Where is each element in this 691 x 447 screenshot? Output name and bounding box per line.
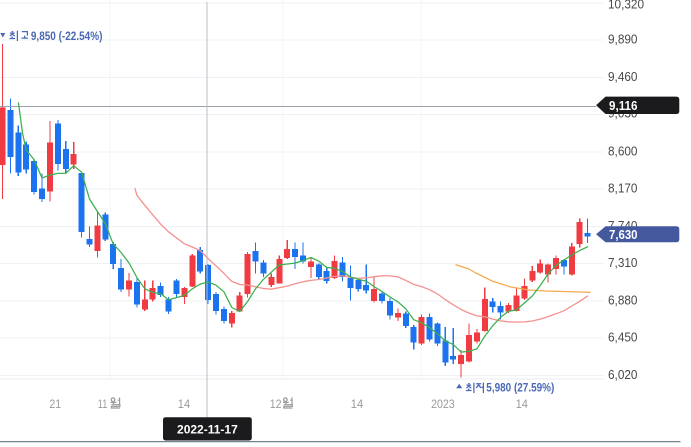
svg-text:11: 11 xyxy=(98,397,108,411)
svg-text:9,890: 9,890 xyxy=(608,32,638,47)
svg-text:9,460: 9,460 xyxy=(608,69,638,84)
svg-text:10,320: 10,320 xyxy=(608,0,644,12)
svg-text:6,880: 6,880 xyxy=(608,292,638,307)
svg-text:9,116: 9,116 xyxy=(609,98,638,113)
svg-text:6,450: 6,450 xyxy=(608,330,638,345)
svg-text:5,980 (27.59%): 5,980 (27.59%) xyxy=(486,383,554,395)
svg-text:2023: 2023 xyxy=(431,397,455,411)
svg-text:8,170: 8,170 xyxy=(608,181,638,196)
svg-text:8,600: 8,600 xyxy=(608,143,638,158)
svg-text:21: 21 xyxy=(49,397,61,411)
svg-text:14: 14 xyxy=(351,397,364,411)
svg-text:14: 14 xyxy=(516,397,529,411)
svg-text:12: 12 xyxy=(270,397,282,411)
svg-text:2022-11-17: 2022-11-17 xyxy=(177,423,238,437)
svg-text:9,850 (-22.54%): 9,850 (-22.54%) xyxy=(31,31,103,43)
svg-text:6,020: 6,020 xyxy=(608,367,638,382)
svg-text:14: 14 xyxy=(178,397,191,411)
svg-text:7,630: 7,630 xyxy=(609,227,638,242)
svg-text:7,310: 7,310 xyxy=(608,255,638,270)
